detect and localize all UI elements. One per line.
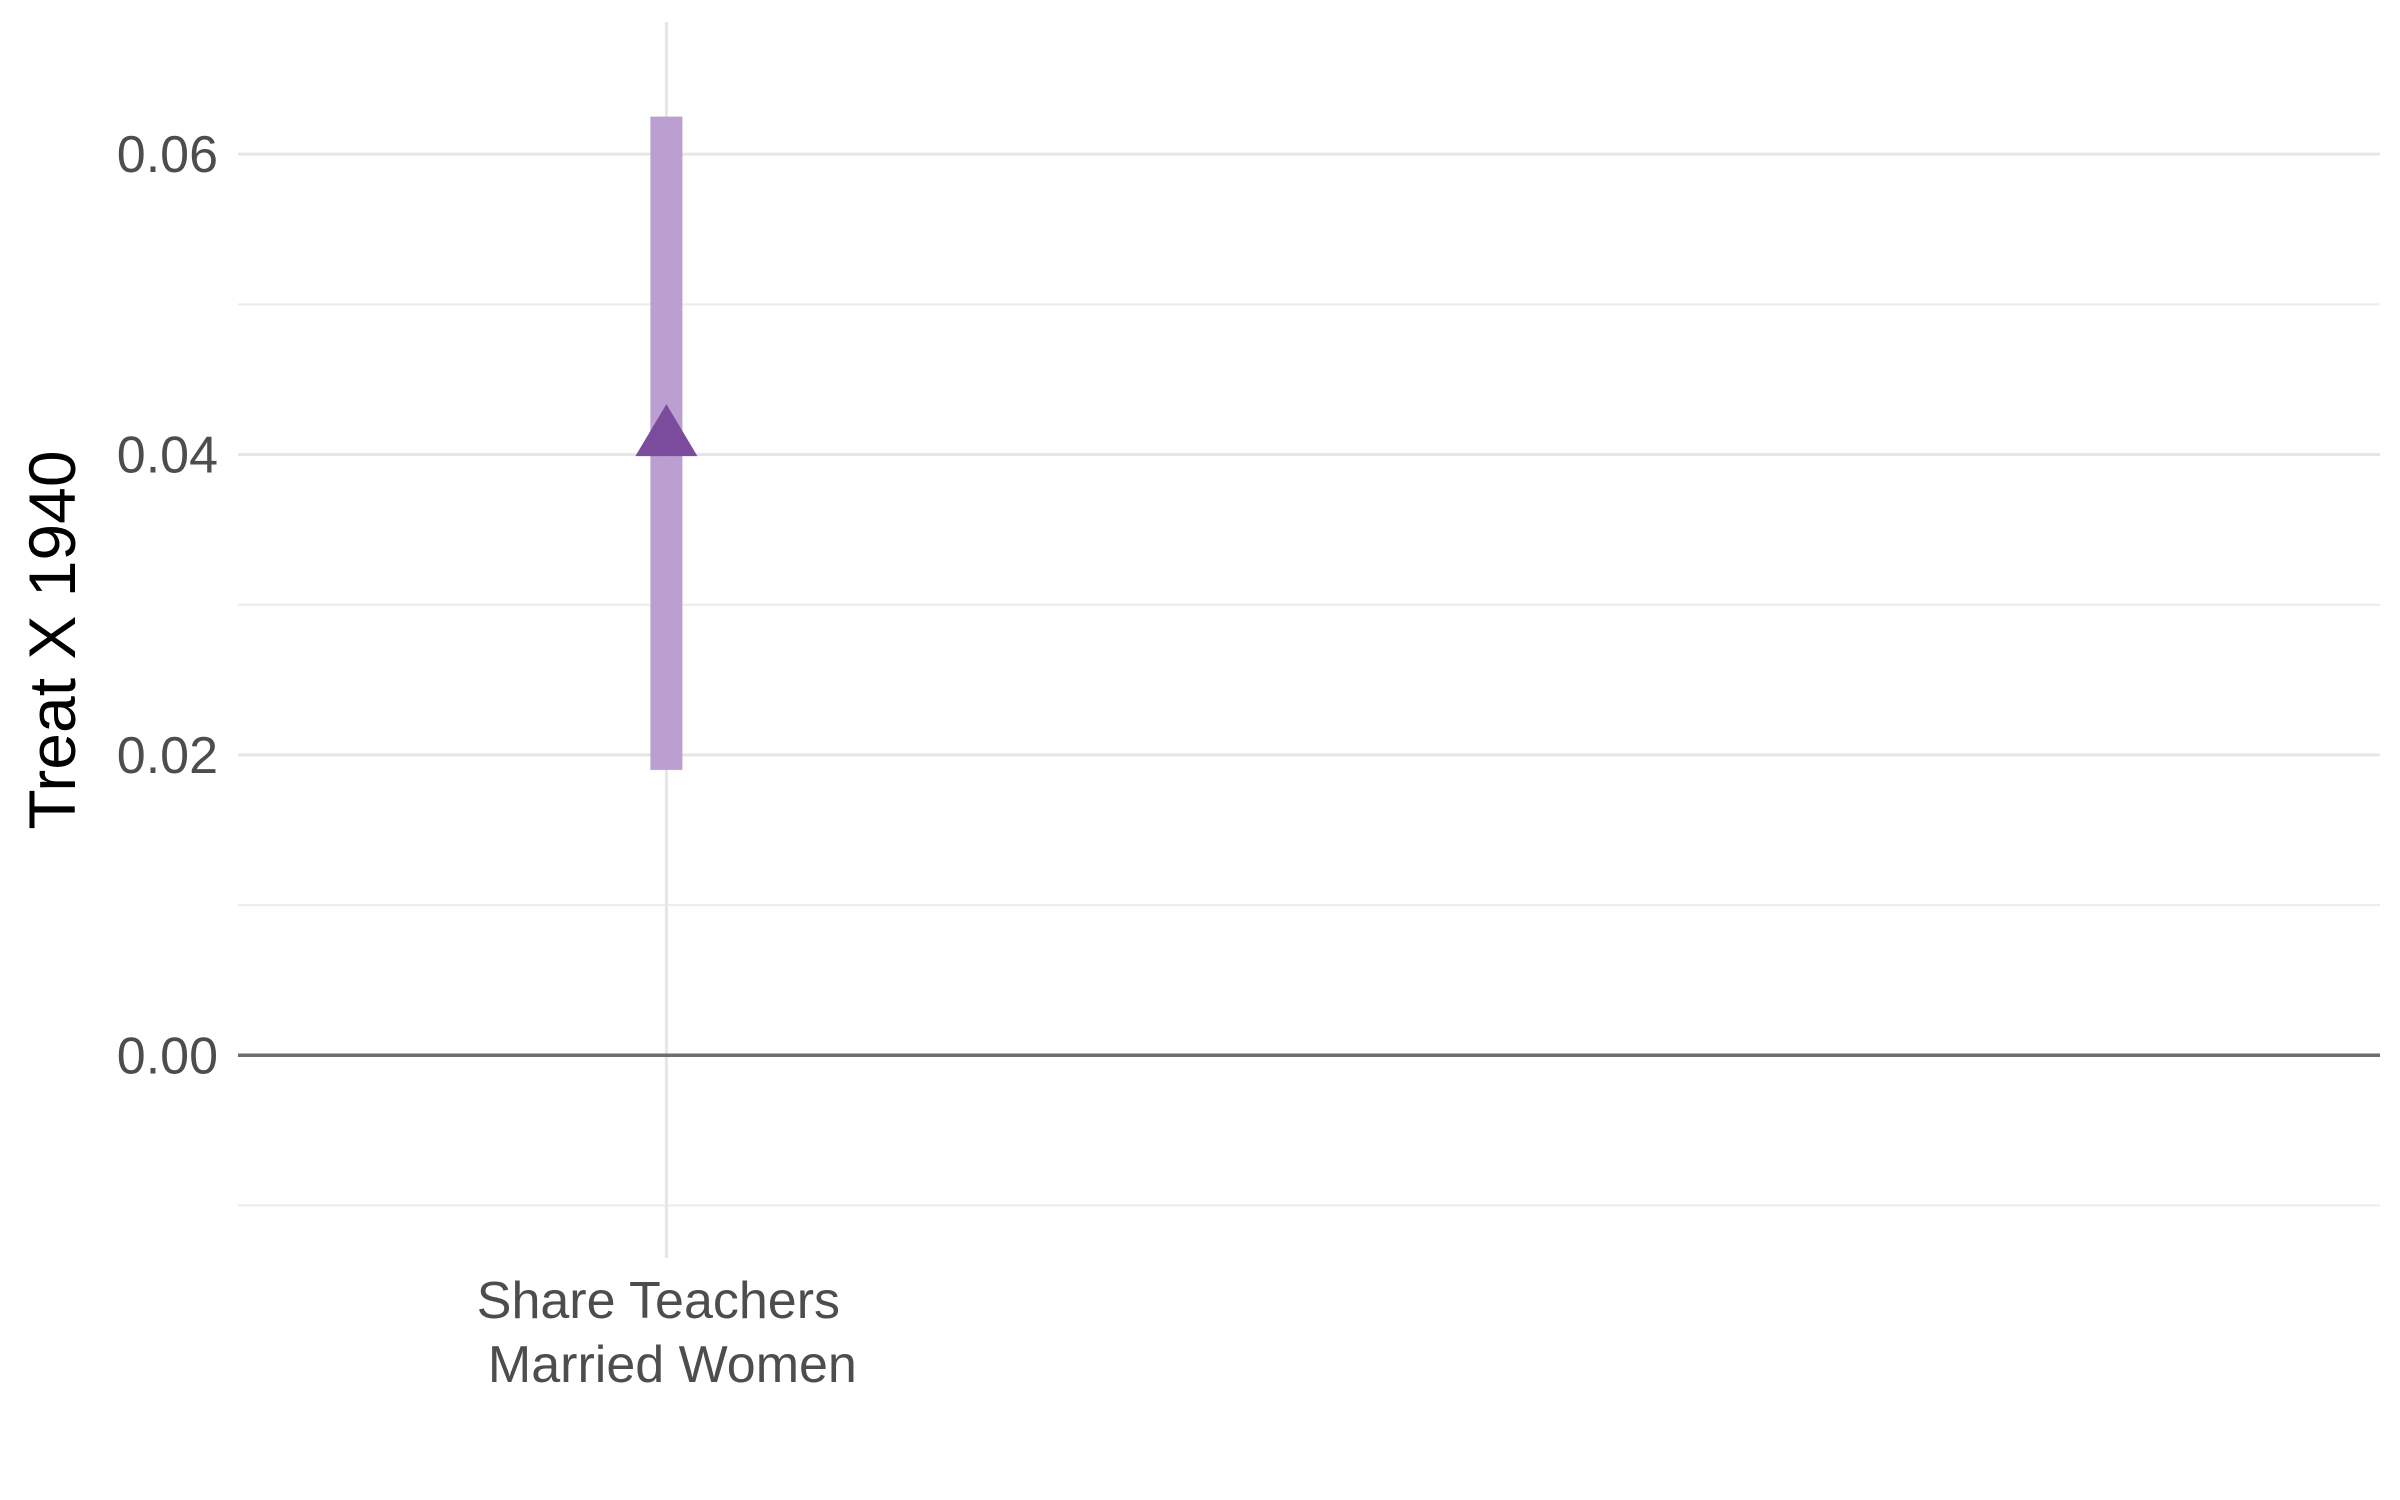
x-tick-label: Married Women <box>488 1336 857 1394</box>
y-tick-label: 0.06 <box>117 126 218 184</box>
tick-label-layer: 0.00 0.02 0.04 0.06 Share Teachers Married Wo… <box>117 126 857 1394</box>
mark-layer <box>635 116 698 770</box>
y-tick-label: 0.02 <box>117 727 218 785</box>
y-axis-title: Treat X 1940 <box>15 450 89 829</box>
grid-layer <box>238 22 2380 1258</box>
x-tick-label: Share Teachers <box>477 1272 840 1330</box>
point-estimate-triangle <box>635 404 698 457</box>
y-tick-label: 0.04 <box>117 427 218 485</box>
y-tick-label: 0.00 <box>117 1027 218 1085</box>
